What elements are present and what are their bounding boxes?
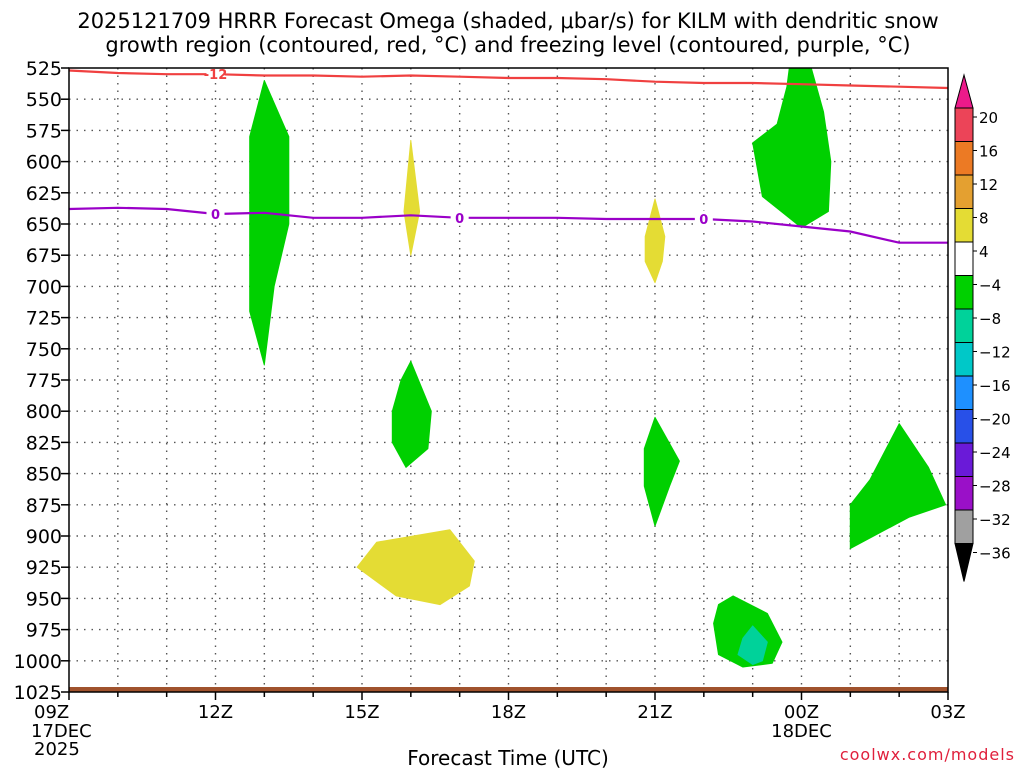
omega-region-teal-22z-low <box>737 625 768 665</box>
omega-region-green-24z-upper <box>752 67 832 229</box>
x-tick-year: 2025 <box>34 739 80 760</box>
freezing-level-label-0-bg <box>206 206 225 223</box>
colorbar-label: −36 <box>979 545 1011 563</box>
colorbar-swatch <box>954 174 974 209</box>
colorbar-label: −8 <box>979 310 1001 328</box>
colorbar-swatch <box>954 275 974 310</box>
x-tick-label: 15Z <box>344 702 379 723</box>
colorbar-swatch <box>954 409 974 444</box>
colorbar-label: 16 <box>979 143 998 161</box>
chart-title-line1: 2025121709 HRRR Forecast Omega (shaded, … <box>77 9 938 33</box>
x-tick-label: 12Z <box>198 702 233 723</box>
y-tick-label: 600 <box>26 152 62 174</box>
y-tick-label: 800 <box>26 401 62 423</box>
y-tick-label: 825 <box>26 432 62 454</box>
freezing-level-label-1: 0 <box>455 212 464 227</box>
x-tick-label: 21Z <box>637 702 672 723</box>
y-tick-label: 650 <box>26 214 62 236</box>
terrain-strip <box>69 687 948 692</box>
omega-region-green-21z-mid <box>643 416 680 527</box>
credit-label: coolwx.com/models <box>840 745 1015 764</box>
y-tick-label: 525 <box>26 58 62 80</box>
colorbar-label: 20 <box>979 109 998 127</box>
colorbar-label: −16 <box>979 377 1011 395</box>
omega-region-yellow-16z-upper <box>403 139 421 256</box>
y-axis: 525 550 575 600 625 650 675 700 725 750 775 800 825 8… <box>14 58 69 704</box>
x-tick-label: 00Z <box>784 702 819 723</box>
colorbar-label: 8 <box>979 210 989 228</box>
y-tick-label: 725 <box>26 308 62 330</box>
dgz-contour-label-bg <box>206 66 225 83</box>
y-tick-label: 675 <box>26 245 62 267</box>
colorbar-top-arrow <box>954 73 974 109</box>
colorbar-label: 4 <box>979 243 989 261</box>
colorbar-swatch <box>954 141 974 176</box>
colorbar-swatch <box>954 208 974 243</box>
colorbar-swatch <box>954 241 974 276</box>
colorbar-swatch <box>954 442 974 477</box>
y-tick-label: 850 <box>26 464 62 486</box>
y-tick-label: 1025 <box>14 682 62 704</box>
x-tick-label: 09Z <box>34 702 69 723</box>
freezing-level-label-2: 0 <box>699 213 708 228</box>
omega-region-yellow-16z-low <box>356 529 475 606</box>
omega-region-green-26z-low <box>849 423 947 549</box>
colorbar-label: −20 <box>979 411 1011 429</box>
y-tick-label: 775 <box>26 370 62 392</box>
omega-region-green-column-13z <box>249 80 290 366</box>
omega-region-green-16z-mid <box>391 360 432 468</box>
colorbar-swatch <box>954 107 974 142</box>
y-tick-label: 1000 <box>14 651 62 673</box>
x-tick-date: 17DEC <box>31 721 92 742</box>
y-tick-label: 700 <box>26 276 62 298</box>
y-tick-label: 900 <box>26 526 62 548</box>
freezing-level-label-2-bg <box>694 211 713 228</box>
chart-title-line2: growth region (contoured, red, °C) and f… <box>105 33 910 57</box>
colorbar-label: −24 <box>979 444 1011 462</box>
x-tick-label: 03Z <box>930 702 965 723</box>
y-tick-label: 550 <box>26 89 62 111</box>
terrain-layer <box>69 687 948 692</box>
y-tick-label: 875 <box>26 495 62 517</box>
y-tick-label: 950 <box>26 588 62 610</box>
freezing-level-label-1-bg <box>450 209 469 226</box>
x-tick-date: 18DEC <box>771 721 832 742</box>
x-axis-label: Forecast Time (UTC) <box>407 746 609 768</box>
colorbar-label: −32 <box>979 511 1011 529</box>
colorbar-label: −28 <box>979 478 1011 496</box>
y-tick-label: 750 <box>26 339 62 361</box>
x-tick-label: 18Z <box>491 702 526 723</box>
colorbar: 20 16 12 8 4 −4 −8 −12 −16 −20 −24 −28 −32 −36 <box>954 73 1011 582</box>
y-tick-label: 625 <box>26 183 62 205</box>
colorbar-label: −12 <box>979 344 1011 362</box>
contours: -12 0 0 0 <box>68 66 949 244</box>
colorbar-swatch <box>954 308 974 343</box>
colorbar-swatch <box>954 476 974 511</box>
colorbar-swatch <box>954 342 974 377</box>
y-tick-label: 975 <box>26 620 62 642</box>
colorbar-swatch <box>954 509 974 544</box>
freezing-level-label-0: 0 <box>211 208 220 223</box>
colorbar-label: −4 <box>979 277 1001 295</box>
y-tick-label: 925 <box>26 557 62 579</box>
colorbar-bottom-arrow <box>954 543 974 582</box>
colorbar-swatch <box>954 375 974 410</box>
dgz-contour-label: -12 <box>204 68 228 83</box>
colorbar-label: 12 <box>979 176 998 194</box>
y-tick-label: 575 <box>26 120 62 142</box>
